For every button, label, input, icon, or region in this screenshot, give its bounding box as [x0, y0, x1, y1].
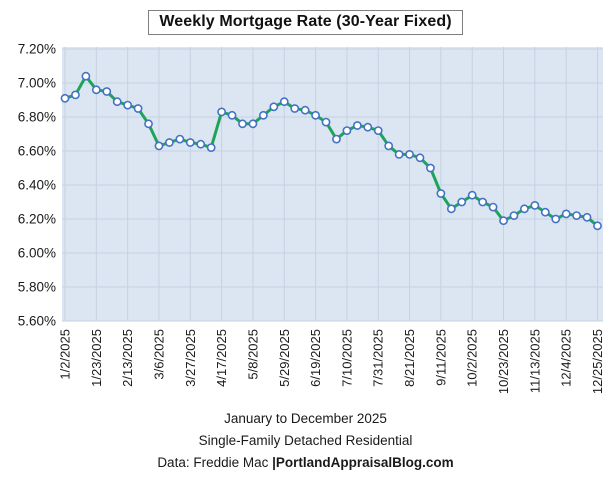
y-axis-tick-label: 5.80%: [18, 280, 56, 295]
x-axis-tick-label: 5/8/2025: [245, 329, 260, 380]
footer-blog-name: |PortlandAppraisalBlog.com: [272, 455, 454, 470]
data-point-marker: [311, 110, 320, 120]
data-point-marker: [175, 134, 185, 144]
data-point-marker: [144, 119, 153, 129]
data-point-marker: [394, 149, 404, 159]
data-point-marker: [363, 122, 373, 132]
data-point-marker: [300, 105, 310, 115]
x-axis-tick-label: 4/17/2025: [214, 329, 229, 387]
x-axis-tick-label: 11/13/2025: [527, 329, 542, 393]
data-point-marker: [185, 138, 195, 147]
data-point-marker: [342, 126, 352, 136]
data-point-marker: [71, 90, 80, 100]
footer-date-range: January to December 2025: [224, 411, 387, 426]
data-point-marker: [384, 141, 394, 151]
data-point-marker: [499, 216, 508, 226]
x-axis-tick-label: 10/23/2025: [496, 329, 511, 394]
data-point-marker: [332, 134, 341, 144]
data-point-marker: [248, 119, 258, 129]
footer-property-type: Single-Family Detached Residential: [198, 433, 413, 448]
x-axis-tick-label: 5/29/2025: [277, 329, 292, 387]
y-axis-tick-label: 6.80%: [18, 110, 56, 125]
footer-source-label: Data: Freddie Mac: [157, 455, 273, 470]
data-point-marker: [446, 204, 456, 214]
x-axis-tick-label: 2/13/2025: [120, 329, 135, 387]
data-point-marker: [405, 149, 414, 159]
plot-area: [62, 47, 603, 321]
data-point-marker: [478, 197, 488, 207]
x-axis-tick-label: 3/6/2025: [151, 329, 166, 380]
data-point-marker: [258, 110, 268, 120]
data-point-marker: [133, 104, 143, 113]
chart-title-row: Weekly Mortgage Rate (30-Year Fixed): [0, 10, 611, 35]
data-point-marker: [60, 93, 70, 103]
data-point-marker: [426, 163, 435, 173]
data-point-marker: [457, 197, 467, 207]
data-point-marker: [165, 138, 174, 147]
x-axis-tick-label: 7/10/2025: [339, 329, 354, 387]
data-point-marker: [102, 87, 112, 96]
y-axis-tick-label: 6.20%: [18, 212, 56, 227]
data-point-marker: [206, 143, 216, 152]
data-point-marker: [436, 189, 446, 198]
data-point-marker: [123, 100, 133, 110]
rate-line-series: [63, 74, 599, 228]
data-point-marker: [415, 153, 425, 163]
data-point-marker: [196, 139, 206, 149]
data-point-marker: [290, 104, 300, 113]
data-point-marker: [572, 211, 582, 220]
x-axis-tick-label: 12/25/2025: [590, 329, 605, 394]
y-axis-tick-label: 7.00%: [18, 76, 56, 91]
data-point-marker: [520, 204, 529, 214]
data-point-marker: [112, 97, 122, 107]
data-point-marker: [238, 119, 247, 129]
data-point-marker: [279, 97, 289, 107]
x-axis-tick-label: 7/31/2025: [371, 329, 386, 387]
y-axis-tick-label: 6.40%: [18, 178, 56, 193]
y-axis-tick-label: 6.60%: [18, 144, 56, 159]
data-point-marker: [352, 121, 362, 130]
data-point-marker: [154, 141, 164, 151]
data-point-marker: [269, 102, 279, 112]
x-axis-tick-label: 12/4/2025: [559, 329, 574, 387]
data-point-marker: [593, 221, 602, 231]
x-axis-tick-label: 1/23/2025: [89, 329, 104, 387]
data-point-marker: [488, 202, 498, 212]
x-axis-tick-label: 3/27/2025: [183, 329, 198, 387]
y-axis-tick-label: 7.20%: [18, 42, 56, 57]
data-point-marker: [540, 207, 550, 217]
data-point-marker: [81, 71, 91, 81]
data-point-marker: [373, 126, 383, 136]
x-axis-tick-label: 8/21/2025: [402, 329, 417, 387]
data-point-marker: [551, 214, 561, 224]
footer-source: Data: Freddie Mac |PortlandAppraisalBlog…: [0, 455, 611, 470]
data-point-marker: [467, 190, 477, 200]
y-axis-tick-label: 5.60%: [18, 314, 56, 329]
data-point-marker: [217, 107, 227, 117]
data-point-marker: [91, 85, 101, 95]
x-axis-tick-label: 10/2/2025: [465, 329, 480, 387]
x-axis-tick-label: 1/2/2025: [58, 329, 73, 380]
x-axis-tick-label: 9/11/2025: [433, 329, 448, 386]
data-point-marker: [530, 200, 540, 210]
data-point-marker: [321, 117, 331, 127]
data-point-marker: [582, 212, 592, 222]
chart-title: Weekly Mortgage Rate (30-Year Fixed): [148, 10, 463, 35]
x-axis-tick-label: 6/19/2025: [308, 329, 323, 387]
y-axis-tick-label: 6.00%: [18, 246, 56, 261]
data-point-marker: [227, 110, 237, 120]
data-point-marker: [509, 211, 519, 220]
data-point-marker: [561, 209, 571, 219]
